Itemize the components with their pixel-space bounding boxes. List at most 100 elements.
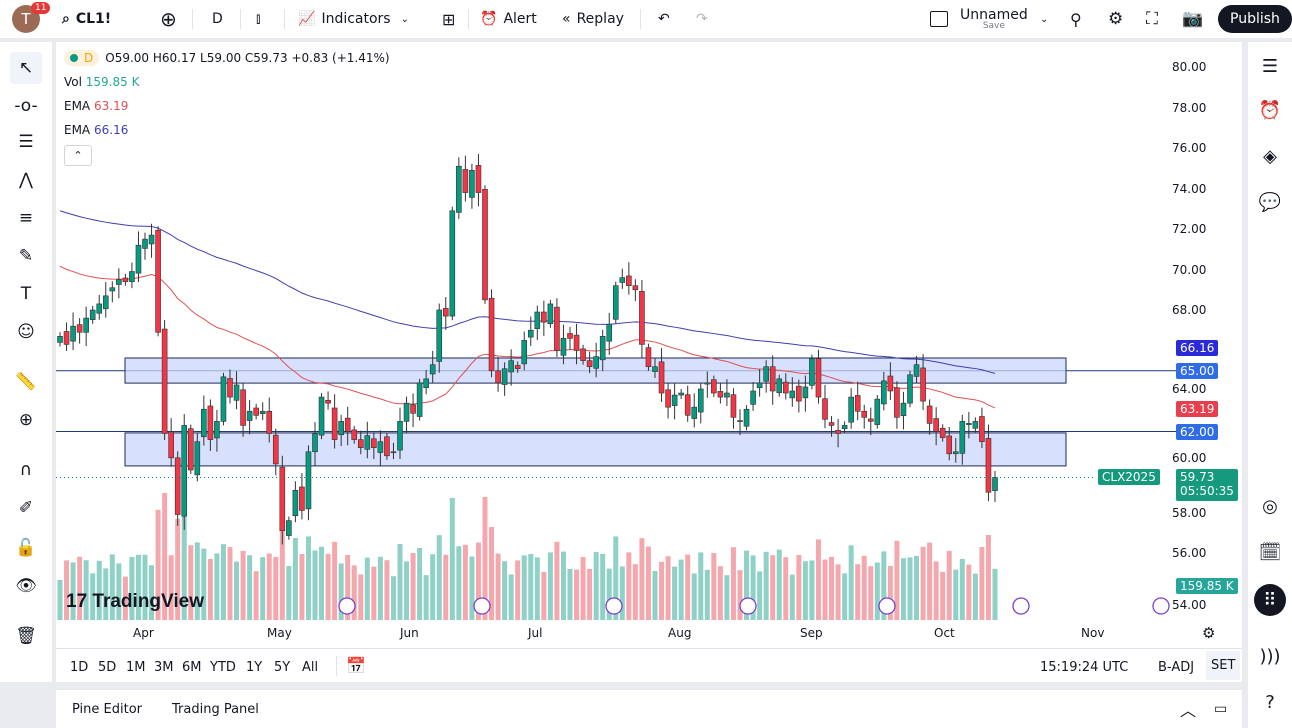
volume-bar: [966, 564, 972, 620]
symbol-search[interactable]: ⌕ CL1!: [62, 11, 112, 27]
axis-settings-icon[interactable]: ⚙: [1202, 624, 1216, 642]
help-icon[interactable]: ?: [1265, 691, 1275, 713]
text-icon[interactable]: T: [20, 284, 32, 304]
watchlist-icon[interactable]: ☰: [1261, 55, 1279, 77]
alert-button[interactable]: ⏰ Alert: [480, 11, 537, 27]
legend-ohlc: D O59.00 H60.17 L59.00 C59.73 +0.83 (+1.…: [64, 50, 390, 66]
volume-bar: [730, 547, 736, 620]
emoji-icon[interactable]: ☺: [17, 322, 35, 342]
legend-volume[interactable]: Vol 159.85 K: [64, 75, 140, 89]
volume-bar: [868, 566, 874, 620]
range-3m[interactable]: 3M: [154, 660, 174, 675]
legend-ema-slow[interactable]: EMA 66.16: [64, 123, 129, 137]
volume-bar: [260, 557, 266, 620]
range-1d[interactable]: 1D: [70, 660, 89, 675]
zoom-in-icon[interactable]: ⊕: [18, 410, 34, 430]
date-range-calendar-icon[interactable]: 📅: [346, 656, 366, 675]
volume-bar: [240, 551, 246, 620]
volume-bar: [351, 565, 357, 620]
time-tick: Nov: [1081, 626, 1105, 640]
maximize-panel-icon[interactable]: ▭: [1214, 701, 1228, 717]
lock-icon[interactable]: 🔓: [15, 538, 37, 558]
layers-icon[interactable]: ◈: [1263, 145, 1277, 167]
price-chart[interactable]: 17 TradingView: [56, 42, 1242, 682]
trash-icon[interactable]: 🗑: [15, 626, 37, 646]
eye-icon[interactable]: 👁: [15, 576, 37, 596]
magnet-icon[interactable]: ∩: [19, 460, 33, 480]
volume-bar: [103, 568, 109, 620]
tab-pine-editor[interactable]: Pine Editor: [72, 701, 143, 717]
interval-button[interactable]: D: [212, 11, 223, 27]
volume-bar: [279, 517, 285, 620]
lock-drawing-icon[interactable]: ✐: [18, 498, 34, 518]
top-toolbar: T 11 ⌕ CL1! ⊕ D ⫾ 📈 Indicators ⌄ ⊞ ⏰ Alert «…: [0, 0, 1292, 38]
broadcast-icon[interactable]: ))): [1259, 645, 1281, 667]
volume-bar: [815, 539, 821, 620]
redo-button[interactable]: ↷: [696, 0, 708, 38]
layout-name-button[interactable]: Unnamed Save: [960, 6, 1028, 31]
indicators-button[interactable]: 📈 Indicators ⌄: [298, 11, 409, 27]
candle-body: [567, 333, 573, 339]
brush-icon[interactable]: ✎: [18, 246, 34, 266]
status-dot-icon: [70, 54, 78, 62]
target-icon[interactable]: ◎: [1262, 495, 1278, 517]
trend-line-icon[interactable]: -o-: [14, 96, 38, 116]
compare-add-button[interactable]: ⊕: [160, 0, 177, 38]
chevron-up-icon[interactable]: ︿: [1180, 701, 1197, 720]
range-5d[interactable]: 5D: [98, 660, 117, 675]
volume-bar: [567, 569, 573, 620]
replay-button[interactable]: «Replay: [562, 11, 624, 27]
tab-trading-panel[interactable]: Trading Panel: [172, 701, 259, 717]
range-all[interactable]: All: [302, 660, 319, 675]
ruler-icon[interactable]: 📏: [15, 372, 37, 392]
back-adjust-toggle[interactable]: B-ADJ: [1158, 660, 1195, 675]
templates-button[interactable]: ⊞: [442, 0, 455, 38]
candle-body: [508, 360, 514, 373]
pattern-icon[interactable]: ⋀: [19, 170, 33, 190]
quick-search-button[interactable]: ⚲: [1070, 0, 1082, 38]
undo-button[interactable]: ↶: [658, 0, 670, 38]
candle-body: [730, 394, 737, 418]
settings-button[interactable]: ⚙: [1108, 0, 1123, 38]
chat-icon[interactable]: 💬: [1258, 191, 1282, 213]
snapshot-button[interactable]: 📷: [1182, 0, 1203, 38]
collapse-legend-button[interactable]: ⌃: [64, 145, 92, 166]
horizontal-lines-icon[interactable]: ☰: [18, 132, 34, 152]
candle-body: [89, 309, 96, 321]
range-ytd[interactable]: YTD: [210, 660, 236, 675]
candle-body: [750, 390, 756, 405]
notification-badge: 11: [31, 2, 51, 14]
volume-bar: [194, 542, 200, 620]
market-status[interactable]: D: [64, 50, 100, 66]
volume-bar: [744, 550, 750, 620]
event-marker-icon: [1012, 597, 1030, 615]
layout-menu-chevron[interactable]: ⌄: [1040, 13, 1049, 25]
layout-checkbox[interactable]: [930, 0, 948, 38]
session-toggle[interactable]: SET: [1206, 651, 1241, 680]
fib-icon[interactable]: ≡: [18, 208, 34, 228]
range-1m[interactable]: 1M: [126, 660, 146, 675]
cursor-icon[interactable]: ↖: [10, 52, 42, 84]
volume-bar: [652, 571, 658, 620]
range-1y[interactable]: 1Y: [246, 660, 263, 675]
range-5y[interactable]: 5Y: [274, 660, 291, 675]
clock[interactable]: 15:19:24 UTC: [1040, 660, 1129, 675]
calendar-icon[interactable]: 🗓: [1258, 541, 1282, 563]
fullscreen-button[interactable]: ⛶: [1146, 0, 1158, 38]
alerts-clock-icon[interactable]: ⏰: [1258, 99, 1282, 121]
legend-ema-fast[interactable]: EMA 63.19: [64, 99, 129, 113]
candle-body: [861, 410, 868, 418]
indicators-icon: 📈: [298, 11, 316, 27]
candle-body: [116, 279, 122, 285]
candle-body: [501, 368, 508, 385]
range-6m[interactable]: 6M: [182, 660, 202, 675]
time-tick: May: [267, 626, 292, 640]
chart-type-button[interactable]: ⫾: [256, 0, 260, 38]
volume-bar: [789, 574, 795, 620]
candle-body: [514, 365, 521, 370]
publish-button[interactable]: Publish: [1218, 0, 1292, 38]
chart-pane[interactable]: 17 TradingView: [56, 42, 1242, 682]
apps-grid-icon[interactable]: ⠿: [1254, 584, 1286, 616]
candle-body: [521, 340, 528, 365]
volume-bar: [384, 560, 390, 620]
